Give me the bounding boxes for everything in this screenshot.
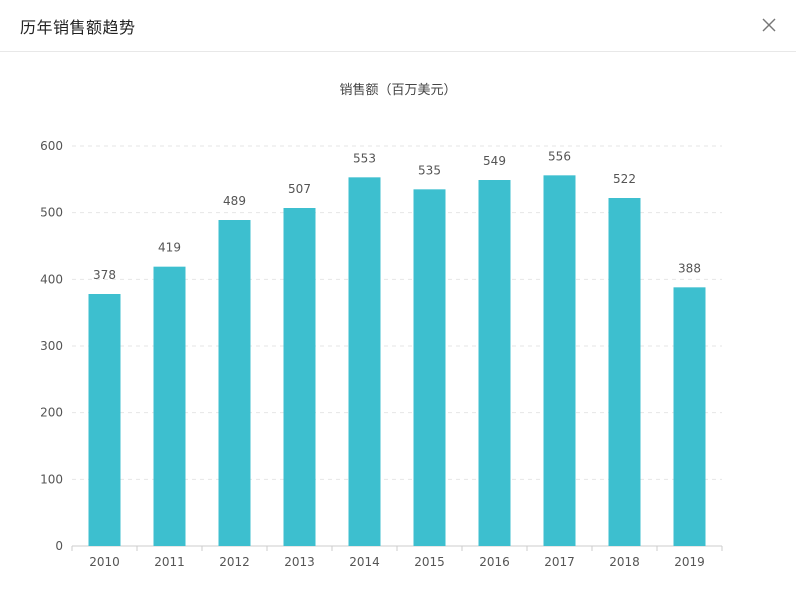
data-label: 522 — [613, 172, 636, 186]
bar-2011 — [153, 266, 186, 546]
bar-2019 — [673, 287, 706, 546]
bar-2017 — [543, 175, 576, 546]
x-tick-label: 2014 — [349, 555, 380, 569]
dialog-header: 历年销售额趋势 — [0, 0, 796, 52]
close-button[interactable] — [758, 14, 780, 36]
x-tick-label: 2016 — [479, 555, 510, 569]
bar-2014 — [348, 177, 381, 546]
y-tick-label: 300 — [40, 339, 63, 353]
x-tick-label: 2012 — [219, 555, 250, 569]
data-label: 549 — [483, 154, 506, 168]
x-tick-label: 2011 — [154, 555, 185, 569]
bar-2013 — [283, 208, 316, 546]
bar-2015 — [413, 189, 446, 547]
x-tick-label: 2017 — [544, 555, 575, 569]
data-label: 489 — [223, 194, 246, 208]
y-tick-label: 400 — [40, 272, 63, 286]
y-tick-label: 500 — [40, 206, 63, 220]
data-label: 535 — [418, 163, 441, 177]
bar-2018 — [608, 198, 641, 546]
bar-2016 — [478, 180, 511, 546]
x-tick-label: 2015 — [414, 555, 445, 569]
bar-2010 — [88, 294, 121, 546]
x-tick-label: 2013 — [284, 555, 315, 569]
dialog-title: 历年销售额趋势 — [20, 18, 136, 37]
chart-title: 销售额（百万美元） — [339, 83, 457, 98]
data-label: 378 — [93, 268, 116, 282]
y-tick-label: 100 — [40, 472, 63, 486]
y-tick-label: 600 — [40, 139, 63, 153]
data-label: 556 — [548, 149, 571, 163]
data-label: 419 — [158, 241, 181, 255]
y-tick-label: 0 — [55, 539, 63, 553]
data-label: 507 — [288, 182, 311, 196]
data-label: 553 — [353, 151, 376, 165]
x-tick-label: 2019 — [674, 555, 705, 569]
bar-chart: 0 100 200 300 400 500 600 378 2010 419 2011 489 2012… — [40, 139, 723, 569]
data-label: 388 — [678, 261, 701, 275]
y-tick-label: 200 — [40, 406, 63, 420]
x-tick-label: 2018 — [609, 555, 640, 569]
close-icon — [762, 18, 776, 32]
bar-2012 — [218, 220, 251, 546]
x-tick-label: 2010 — [89, 555, 120, 569]
chart-area: 销售额（百万美元） 0 100 200 300 400 500 600 378 2010 419 2… — [0, 53, 796, 603]
